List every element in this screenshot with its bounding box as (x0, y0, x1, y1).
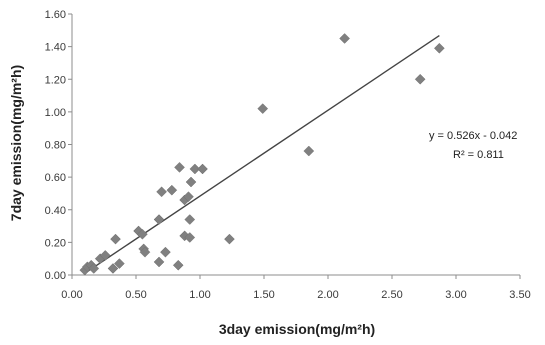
trendline-equation: y = 0.526x - 0.042 (429, 130, 517, 142)
data-point (166, 184, 178, 196)
y-tick-label: 0.60 (45, 172, 66, 184)
y-tick-label: 0.00 (45, 270, 66, 282)
y-tick-label: 0.20 (45, 237, 66, 249)
data-point (184, 232, 196, 243)
data-point (107, 263, 119, 274)
data-point (160, 246, 171, 258)
data-point (189, 163, 201, 175)
data-point (172, 259, 184, 271)
x-tick-label: 1.50 (253, 289, 274, 301)
x-tick-label: 1.00 (189, 289, 210, 301)
data-point (414, 73, 426, 85)
data-point (99, 250, 111, 261)
y-tick-label: 1.60 (45, 9, 66, 21)
r-squared-label: R² = 0.811 (453, 149, 504, 161)
y-tick-label: 1.20 (45, 74, 66, 86)
data-point (153, 256, 165, 268)
y-tick-label: 0.40 (45, 205, 66, 217)
data-point (303, 145, 315, 157)
data-point (185, 176, 197, 188)
data-point (139, 246, 151, 258)
y-tick-label: 1.00 (45, 107, 66, 119)
data-point (183, 191, 194, 203)
data-point (184, 214, 196, 225)
data-point (174, 161, 185, 173)
x-tick-label: 0.50 (125, 289, 146, 301)
data-point (114, 258, 125, 269)
data-point (137, 228, 148, 240)
plot-area: 0.00 0.20 0.40 0.60 0.80 1.00 1.20 1.40 1.60 0.00… (45, 9, 531, 301)
data-point (339, 33, 350, 44)
x-axis-title: 3day emission(mg/m²h) (219, 321, 375, 337)
data-point (257, 103, 269, 114)
data-point (88, 263, 100, 274)
data-point (110, 233, 121, 245)
data-point (224, 233, 235, 245)
x-tick-label: 2.00 (317, 289, 338, 301)
data-point (434, 42, 445, 54)
x-tick-label: 0.00 (61, 289, 82, 301)
data-point (156, 186, 167, 198)
data-point (153, 214, 165, 225)
x-tick-label: 3.50 (509, 289, 530, 301)
y-tick-label: 0.80 (45, 140, 66, 152)
x-tick-label: 3.00 (445, 289, 466, 301)
trendline (84, 35, 440, 274)
y-axis-title: 7day emission(mg/m²h) (8, 65, 24, 221)
y-tick-label: 1.40 (45, 42, 66, 54)
data-point (197, 163, 208, 175)
x-tick-label: 2.50 (381, 289, 402, 301)
